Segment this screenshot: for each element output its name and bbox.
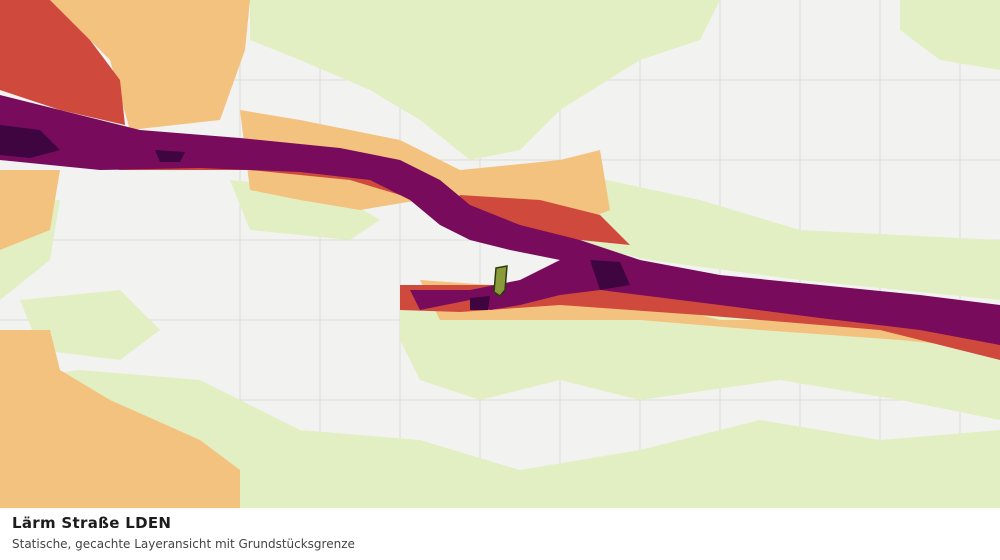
caption-subtitle: Statische, gecachte Layeransicht mit Gru… [12,537,355,551]
noise-zone-extreme [0,125,630,310]
parcel-boundary [493,265,508,297]
noise-zone-very-high [0,95,1000,345]
caption: Lärm Straße LDEN Statische, gecachte Lay… [0,508,1000,560]
caption-title: Lärm Straße LDEN [12,514,172,532]
